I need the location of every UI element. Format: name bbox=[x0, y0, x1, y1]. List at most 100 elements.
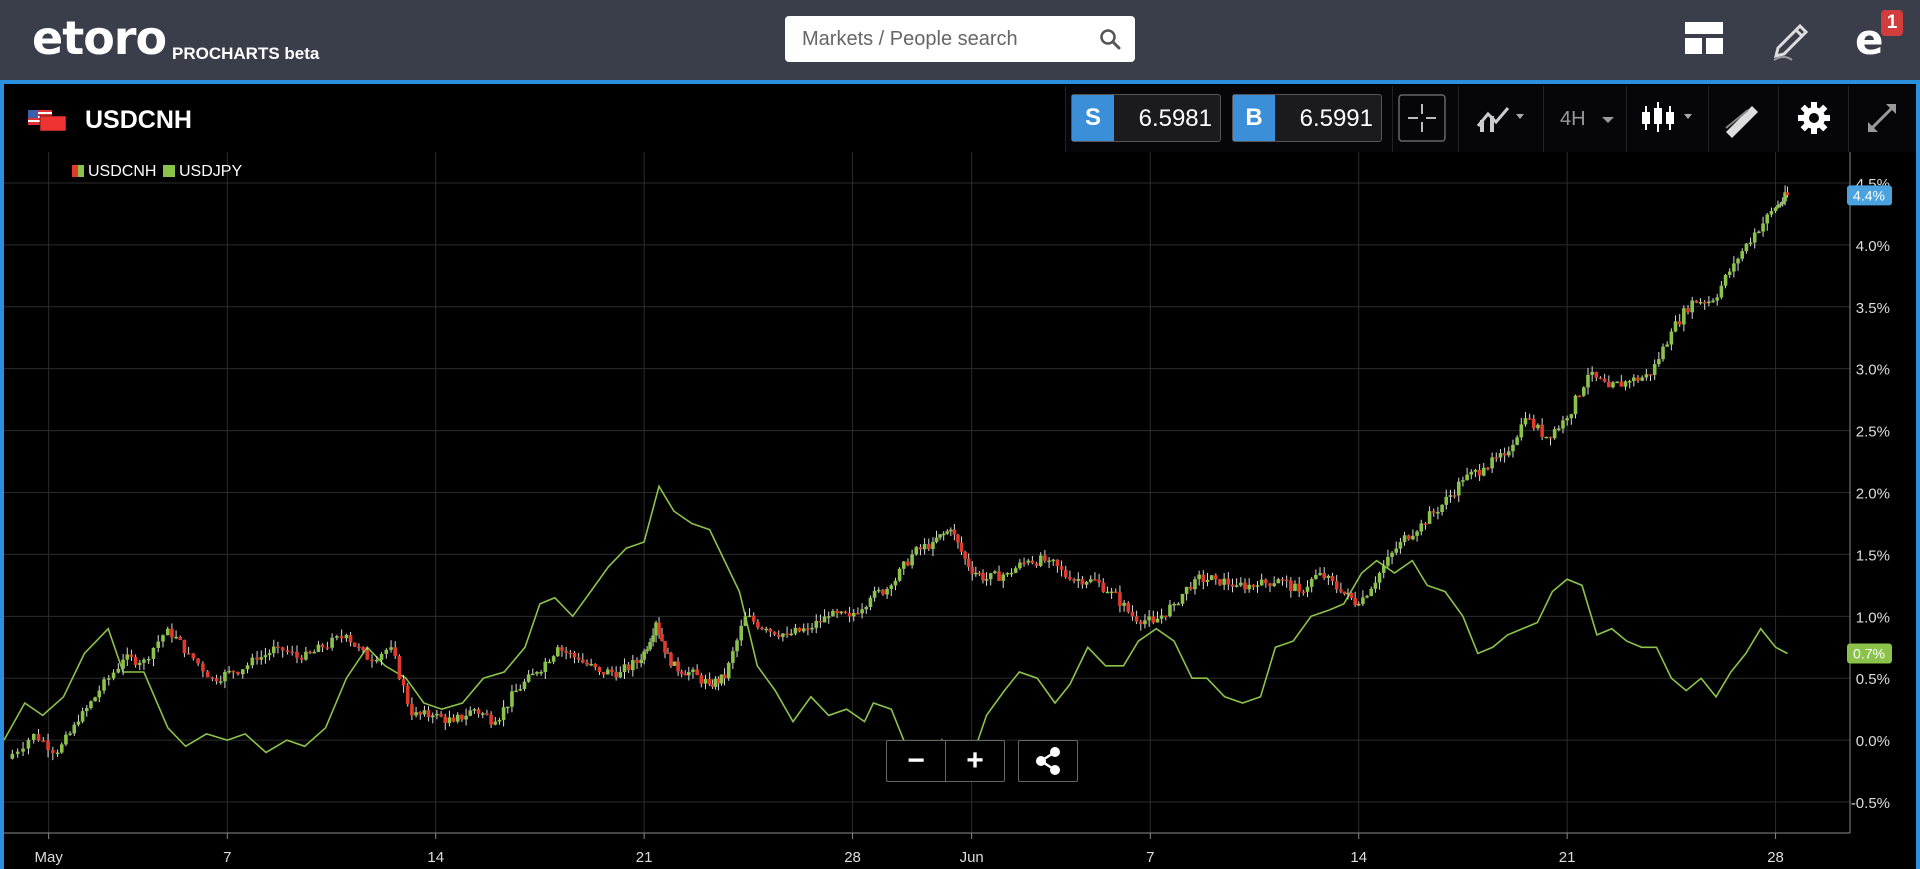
gear-icon[interactable] bbox=[1792, 94, 1836, 142]
zoom-out-button[interactable]: − bbox=[887, 741, 946, 781]
candle-body bbox=[648, 641, 652, 650]
candle-body bbox=[963, 551, 967, 559]
fullscreen-icon[interactable] bbox=[1858, 94, 1906, 142]
candle-body bbox=[1126, 602, 1131, 612]
candle-body bbox=[1122, 602, 1126, 606]
candle-body bbox=[308, 651, 312, 654]
candle-body bbox=[934, 537, 939, 543]
candle-body bbox=[806, 628, 810, 630]
candle-body bbox=[1013, 568, 1018, 573]
candlestick-icon[interactable] bbox=[1636, 94, 1700, 142]
candle-body bbox=[631, 660, 635, 671]
usdcnh-last-value-badge-bg bbox=[1847, 185, 1892, 206]
candle-body bbox=[1577, 395, 1582, 398]
candle-body bbox=[797, 627, 802, 632]
candle-body bbox=[1778, 204, 1783, 206]
candle-body bbox=[1773, 207, 1778, 212]
candle-body bbox=[320, 644, 325, 648]
candle-body bbox=[719, 674, 724, 684]
candle-body bbox=[267, 653, 272, 656]
search-icon[interactable] bbox=[1099, 28, 1121, 50]
candle-body bbox=[401, 679, 406, 686]
candle-body bbox=[881, 589, 885, 595]
layout-icon[interactable] bbox=[1683, 18, 1727, 62]
candle-body bbox=[551, 656, 556, 662]
candle-body bbox=[89, 701, 93, 709]
candle-body bbox=[1502, 453, 1507, 456]
sell-button[interactable]: S 6.5981 bbox=[1071, 94, 1221, 142]
candle-body bbox=[1289, 580, 1293, 592]
candle-body bbox=[1009, 572, 1014, 575]
candle-body bbox=[1727, 271, 1732, 275]
y-tick-label: 2.0% bbox=[1856, 486, 1890, 503]
indicators-icon[interactable] bbox=[1472, 94, 1532, 142]
candle-body bbox=[205, 671, 210, 678]
candle-body bbox=[259, 657, 264, 660]
candle-body bbox=[703, 679, 708, 684]
candle-body bbox=[731, 651, 735, 663]
candle-body bbox=[1636, 377, 1640, 381]
candle-body bbox=[393, 647, 398, 656]
candle-body bbox=[556, 647, 560, 657]
candle-body bbox=[1419, 523, 1424, 532]
candle-body bbox=[236, 672, 240, 675]
candle-body bbox=[564, 650, 568, 653]
candle-body bbox=[1702, 301, 1707, 304]
candle-body bbox=[1444, 496, 1449, 505]
candle-body bbox=[1243, 582, 1247, 590]
candle-body bbox=[1486, 467, 1490, 470]
price-chart[interactable]: 4.5%4.0%3.5%3.0%2.5%2.0%1.5%1.0%0.5%0.0%… bbox=[0, 152, 1920, 869]
candle-body bbox=[1473, 469, 1478, 472]
drawing-icon[interactable] bbox=[1720, 94, 1764, 142]
profile-icon[interactable]: e bbox=[1855, 15, 1884, 64]
candle-body bbox=[581, 659, 585, 663]
toolbar-separator bbox=[1458, 86, 1459, 152]
candle-body bbox=[133, 656, 138, 665]
candle-body bbox=[430, 715, 435, 718]
crosshair-icon[interactable] bbox=[1398, 94, 1446, 142]
candle-body bbox=[1440, 504, 1444, 513]
buy-button[interactable]: B 6.5991 bbox=[1232, 94, 1382, 142]
candle-body bbox=[814, 620, 819, 628]
candle-body bbox=[1284, 579, 1289, 582]
candle-body bbox=[1155, 618, 1160, 623]
timeframe-selector[interactable]: 4H bbox=[1560, 108, 1615, 156]
candle-body bbox=[1481, 467, 1486, 476]
candle-body bbox=[156, 641, 161, 648]
candle-body bbox=[1209, 575, 1214, 580]
candle-body bbox=[1783, 192, 1787, 202]
candle-body bbox=[379, 653, 384, 660]
candle-body bbox=[1134, 616, 1139, 622]
candle-body bbox=[747, 615, 752, 618]
candle-body bbox=[1118, 592, 1122, 606]
candle-body bbox=[1230, 584, 1235, 587]
candle-body bbox=[1138, 621, 1143, 625]
etoro-logo[interactable]: etoro bbox=[32, 12, 167, 64]
search-placeholder: Markets / People search bbox=[802, 28, 1018, 50]
candle-body bbox=[722, 674, 727, 679]
candle-body bbox=[1105, 591, 1110, 594]
candle-body bbox=[1076, 579, 1081, 581]
notification-badge[interactable]: 1 bbox=[1881, 10, 1903, 36]
candle-body bbox=[1159, 615, 1164, 619]
edit-icon[interactable] bbox=[1770, 18, 1814, 62]
chevron-down-icon bbox=[1602, 117, 1615, 123]
candle-body bbox=[1168, 604, 1172, 617]
candle-body bbox=[455, 714, 460, 722]
candle-body bbox=[691, 669, 695, 673]
candle-body bbox=[713, 678, 718, 687]
share-button[interactable] bbox=[1018, 740, 1078, 782]
y-tick-label: 0.5% bbox=[1856, 671, 1890, 688]
candle-body bbox=[966, 558, 971, 567]
candle-body bbox=[76, 721, 81, 725]
candle-body bbox=[501, 707, 506, 720]
zoom-in-button[interactable]: + bbox=[966, 744, 984, 777]
candle-body bbox=[897, 568, 902, 581]
search-input[interactable]: Markets / People search bbox=[785, 16, 1135, 62]
candle-body bbox=[59, 744, 64, 753]
instrument-name[interactable]: USDCNH bbox=[85, 106, 192, 134]
candle-body bbox=[31, 733, 36, 740]
candle-body bbox=[55, 752, 60, 755]
y-tick-label: 2.5% bbox=[1856, 424, 1890, 441]
candle-body bbox=[856, 612, 860, 615]
